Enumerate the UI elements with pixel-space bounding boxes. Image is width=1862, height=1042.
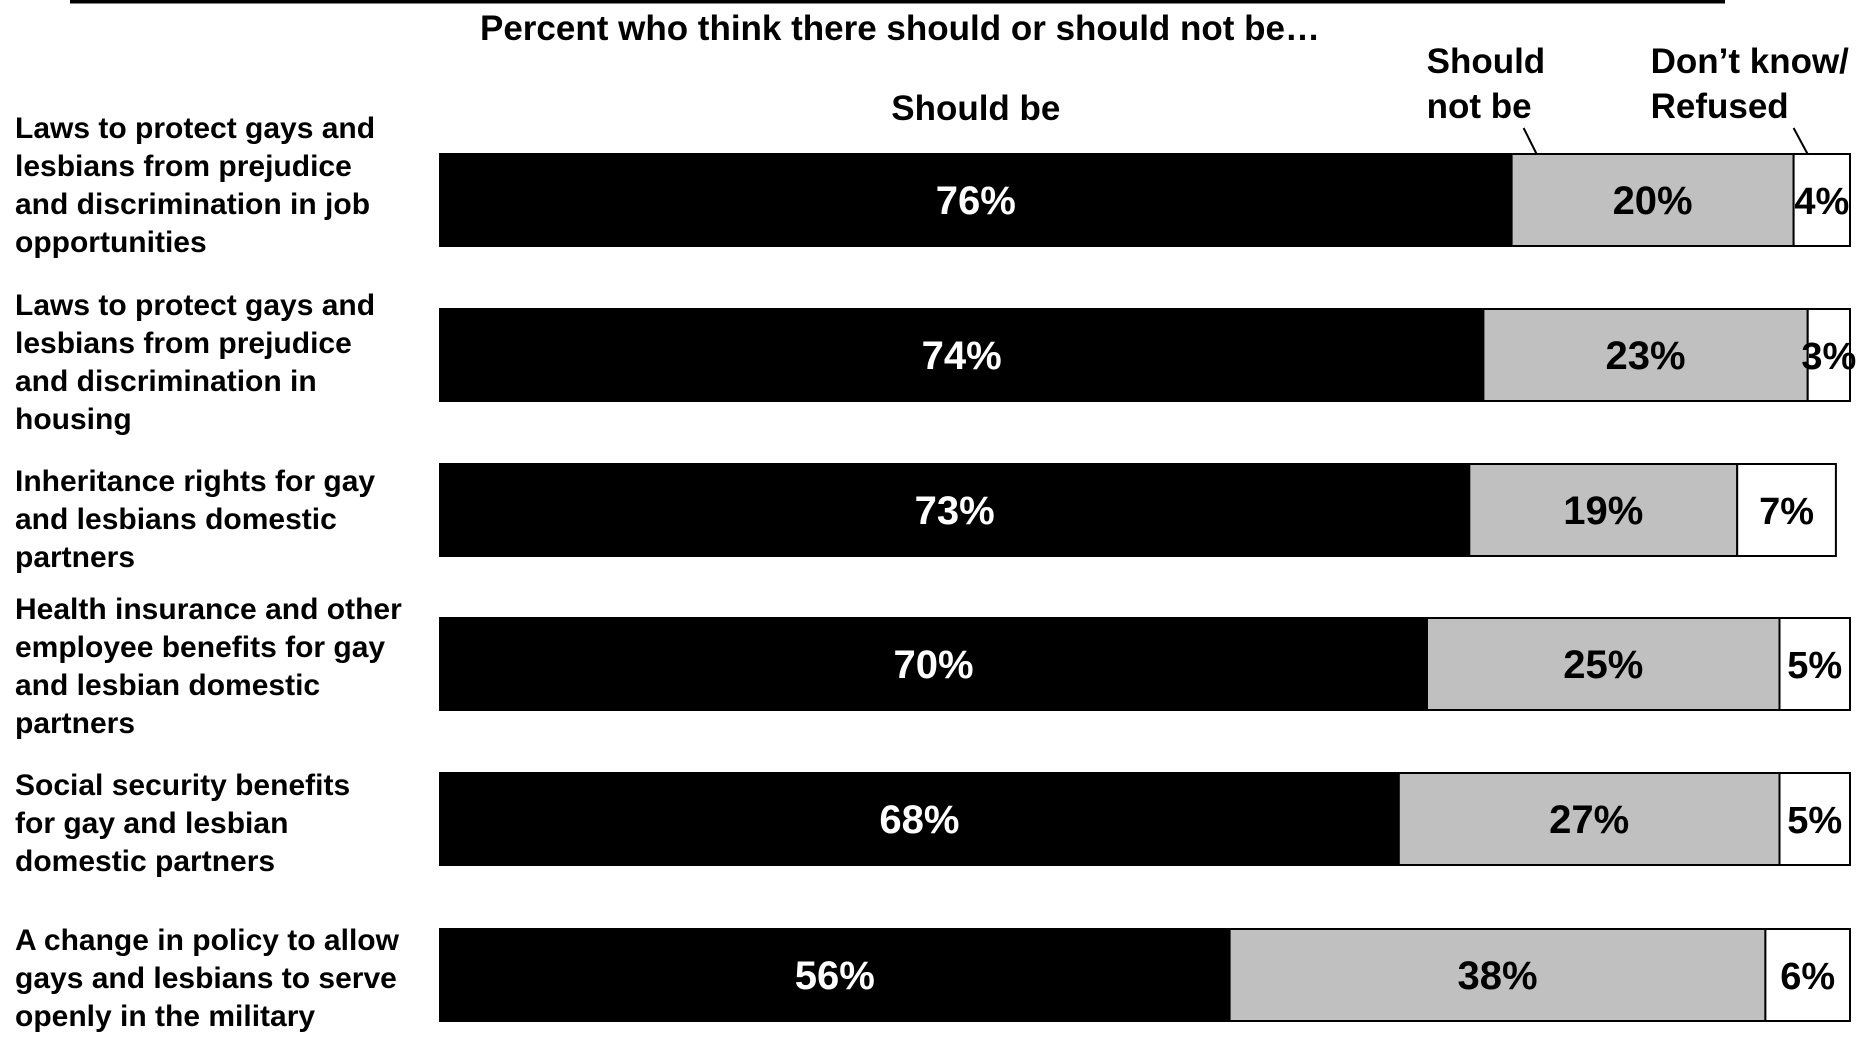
bar-value-label: 4% bbox=[1794, 181, 1849, 223]
category-label: Inheritance rights for gay and lesbians d… bbox=[15, 465, 375, 574]
bar-value-labels: 76% 20% 4% 74% 23% 3% 73% 19% 7% 70% 25% 5% 68% 27% 5%… bbox=[795, 179, 1857, 998]
bar-segment bbox=[1778, 617, 1851, 711]
bars bbox=[439, 153, 1852, 1022]
bar-value-label: 68% bbox=[879, 798, 959, 842]
bar-value-label: 20% bbox=[1613, 179, 1693, 223]
bar-value-label: 3% bbox=[1801, 336, 1856, 378]
category-label: A change in policy to allow gays and lesb… bbox=[15, 924, 400, 1033]
bar-value-label: 70% bbox=[893, 643, 973, 687]
legend-leader-lines bbox=[1522, 127, 1809, 155]
bar-value-label: 56% bbox=[795, 954, 875, 998]
bar-value-label: 19% bbox=[1563, 489, 1643, 533]
bar-segment bbox=[1778, 772, 1851, 866]
bar-value-label: 27% bbox=[1549, 798, 1629, 842]
bar-value-label: 38% bbox=[1457, 954, 1537, 998]
bar-segment bbox=[1228, 928, 1767, 1022]
bar-value-label: 7% bbox=[1759, 491, 1814, 533]
legend-label: Should not be bbox=[1427, 42, 1546, 126]
bar-value-label: 5% bbox=[1787, 645, 1842, 687]
category-labels: Laws to protect gays and lesbians from pr… bbox=[15, 112, 402, 1033]
category-label: Social security benefits for gay and lesb… bbox=[15, 769, 350, 878]
bar-segment bbox=[1736, 463, 1837, 557]
bar-value-label: 74% bbox=[922, 334, 1002, 378]
chart-title: Percent who think there should or should… bbox=[480, 9, 1320, 48]
bar-value-label: 73% bbox=[915, 489, 995, 533]
legend: Should be Should not be Don’t know/Refused bbox=[891, 42, 1849, 128]
bar-segment bbox=[1397, 772, 1781, 866]
bar-segment bbox=[439, 772, 1400, 866]
bar-value-label: 5% bbox=[1787, 800, 1842, 842]
bar-value-label: 76% bbox=[936, 179, 1016, 223]
bar-value-label: 6% bbox=[1780, 956, 1835, 998]
bar-segment bbox=[1510, 153, 1795, 247]
category-label: Laws to protect gays and lesbians from pr… bbox=[15, 289, 375, 436]
bar-segment bbox=[1426, 617, 1781, 711]
legend-label: Should be bbox=[891, 89, 1060, 128]
bar-value-label: 25% bbox=[1563, 643, 1643, 687]
category-label: Health insurance and other employee benef… bbox=[15, 593, 402, 740]
legend-label: Don’t know/Refused bbox=[1651, 42, 1850, 126]
bar-segment bbox=[1792, 153, 1851, 247]
bar-segment bbox=[1806, 308, 1851, 402]
bar-segment bbox=[439, 153, 1513, 247]
leader-line bbox=[1522, 127, 1538, 155]
bar-segment bbox=[1764, 928, 1852, 1022]
bar-segment bbox=[439, 617, 1428, 711]
category-label: Laws to protect gays and lesbians from pr… bbox=[15, 112, 375, 259]
bar-segment bbox=[439, 928, 1231, 1022]
leader-line bbox=[1792, 127, 1809, 155]
bar-value-label: 23% bbox=[1606, 334, 1686, 378]
